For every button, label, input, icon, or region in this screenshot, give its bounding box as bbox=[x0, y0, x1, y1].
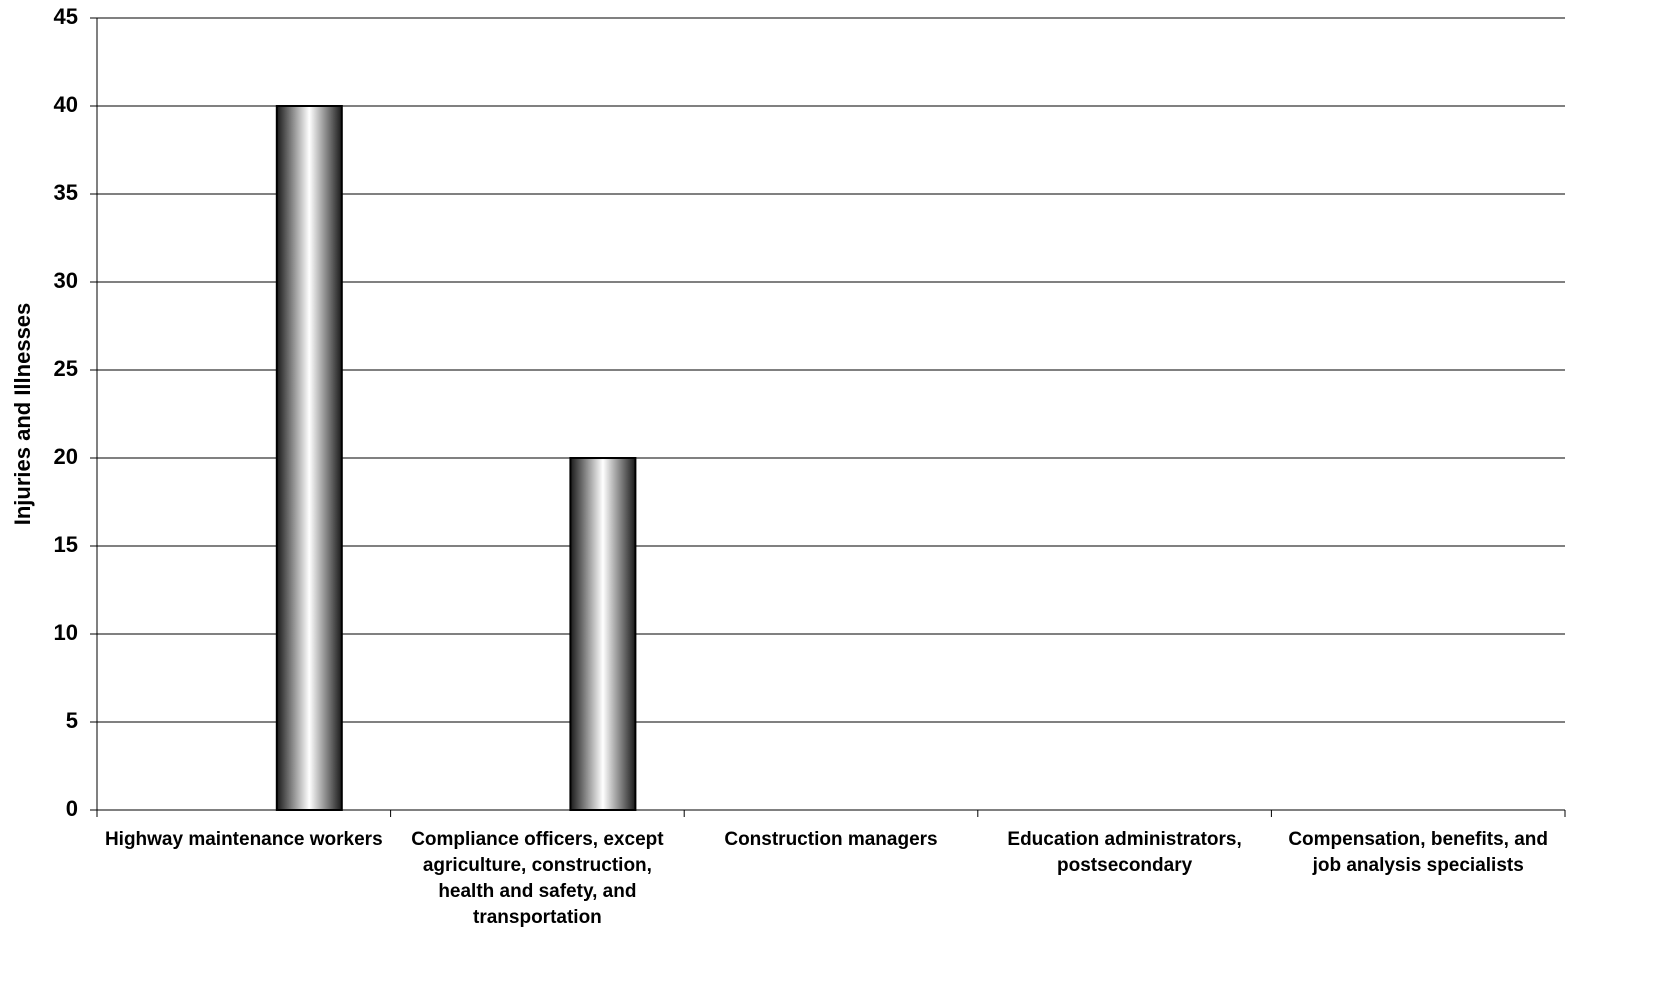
x-tick-label: Compensation, benefits, and job analysis… bbox=[1288, 829, 1549, 876]
x-tick-label: Education administrators, postsecondary bbox=[1007, 829, 1242, 876]
y-tick-label: 40 bbox=[54, 92, 78, 117]
y-tick-label: 5 bbox=[66, 708, 78, 733]
y-tick-label: 10 bbox=[54, 620, 78, 645]
bar bbox=[275, 105, 343, 811]
y-tick-label: 45 bbox=[54, 4, 78, 29]
y-axis-label: Injuries and Illnesses bbox=[10, 303, 35, 526]
x-tick-label: Highway maintenance workers bbox=[104, 829, 383, 850]
y-tick-label: 20 bbox=[54, 444, 78, 469]
y-tick-label: 35 bbox=[54, 180, 78, 205]
y-tick-label: 0 bbox=[66, 796, 78, 821]
x-tick-label: Compliance officers, except agriculture,… bbox=[411, 829, 664, 928]
bar bbox=[569, 457, 637, 811]
y-tick-label: 15 bbox=[54, 532, 78, 557]
y-tick-label: 30 bbox=[54, 268, 78, 293]
y-tick-label: 25 bbox=[54, 356, 78, 381]
x-tick-label: Construction managers bbox=[724, 829, 938, 850]
